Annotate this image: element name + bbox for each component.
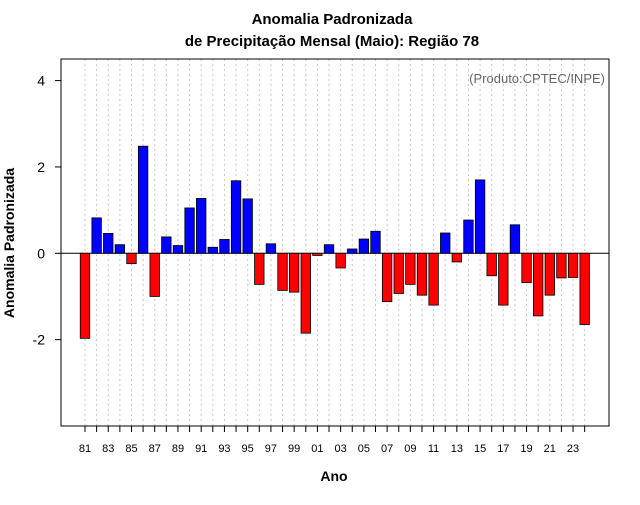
x-axis: 81 83 85 87 89 91 93 95 97 99 01 03 05 07 09 11 13 15 17 19… xyxy=(79,426,586,455)
plot-frame xyxy=(60,58,610,427)
x-tick-label: 81 xyxy=(79,443,91,455)
y-tick-label: -2 xyxy=(33,332,46,348)
bar-22 xyxy=(556,252,567,279)
bar-99 xyxy=(289,252,300,293)
bar-13 xyxy=(451,252,462,263)
bar-91 xyxy=(196,198,207,254)
x-tick-label: 15 xyxy=(474,443,486,455)
x-tick-label: 83 xyxy=(102,443,114,455)
x-tick-label: 95 xyxy=(242,443,254,455)
y-axis-label: Anomalia Padronizada xyxy=(1,168,17,318)
y-tick-label: 2 xyxy=(37,159,45,175)
bar-96 xyxy=(254,252,265,285)
bar-05 xyxy=(358,238,370,254)
y-tick-label: 0 xyxy=(37,245,45,261)
bar-95 xyxy=(242,198,253,254)
x-tick-label: 13 xyxy=(451,443,463,455)
bar-17 xyxy=(498,252,509,306)
bar-01 xyxy=(312,252,323,256)
bar-04 xyxy=(347,248,358,254)
bar-00 xyxy=(300,252,311,334)
bar-89 xyxy=(172,245,184,254)
x-tick-label: 23 xyxy=(567,443,579,455)
bar-83 xyxy=(103,233,114,254)
x-tick-label: 03 xyxy=(335,443,347,455)
bar-97 xyxy=(265,243,277,254)
bar-81 xyxy=(79,252,91,339)
x-tick-label: 85 xyxy=(125,443,137,455)
bar-87 xyxy=(149,252,160,297)
bar-16 xyxy=(486,252,497,277)
x-tick-label: 07 xyxy=(381,443,393,455)
x-tick-label: 21 xyxy=(544,443,556,455)
x-tick-label: 01 xyxy=(311,443,323,455)
bar-08 xyxy=(393,252,404,294)
bar-23 xyxy=(567,252,579,278)
x-tick-label: 09 xyxy=(404,443,416,455)
y-tick-label: 4 xyxy=(37,73,45,89)
bar-94 xyxy=(230,180,242,254)
bar-18 xyxy=(509,224,521,254)
bar-14 xyxy=(463,219,474,254)
bar-15 xyxy=(474,179,486,254)
gridlines xyxy=(84,59,586,426)
bar-12 xyxy=(440,232,451,254)
bar-11 xyxy=(428,252,439,306)
bar-93 xyxy=(219,239,230,254)
x-tick-label: 19 xyxy=(520,443,532,455)
bars xyxy=(79,145,590,339)
bar-10 xyxy=(416,252,428,296)
bar-84 xyxy=(114,244,126,254)
bar-07 xyxy=(381,252,393,303)
x-tick-label: 99 xyxy=(288,443,300,455)
x-tick-label: 11 xyxy=(428,443,439,455)
x-tick-label: 17 xyxy=(497,443,509,455)
x-axis-label: Ano xyxy=(320,468,347,484)
x-tick-label: 05 xyxy=(358,443,370,455)
bar-88 xyxy=(161,236,172,254)
bar-03 xyxy=(335,252,346,269)
x-tick-label: 89 xyxy=(172,443,184,455)
bar-20 xyxy=(533,252,544,317)
bar-24 xyxy=(579,252,590,325)
bar-92 xyxy=(207,246,218,254)
chart-title-line2: de Precipitação Mensal (Maio): Região 78 xyxy=(185,33,479,50)
bar-85 xyxy=(126,252,137,265)
bar-86 xyxy=(137,145,149,254)
bar-90 xyxy=(184,207,195,254)
x-tick-label: 93 xyxy=(218,443,230,455)
bar-02 xyxy=(323,244,335,254)
x-tick-label: 91 xyxy=(195,443,207,455)
bar-06 xyxy=(370,230,381,254)
bar-21 xyxy=(544,252,555,296)
x-tick-label: 97 xyxy=(265,443,277,455)
x-tick-label: 87 xyxy=(149,443,161,455)
bar-98 xyxy=(277,252,288,291)
bar-19 xyxy=(521,252,532,284)
bar-82 xyxy=(91,217,102,254)
y-axis: 4 2 0 -2 xyxy=(33,73,61,348)
bar-09 xyxy=(405,252,416,285)
source-annotation: (Produto:CPTEC/INPE) xyxy=(469,71,605,86)
chart-title-line1: Anomalia Padronizada xyxy=(252,11,414,28)
